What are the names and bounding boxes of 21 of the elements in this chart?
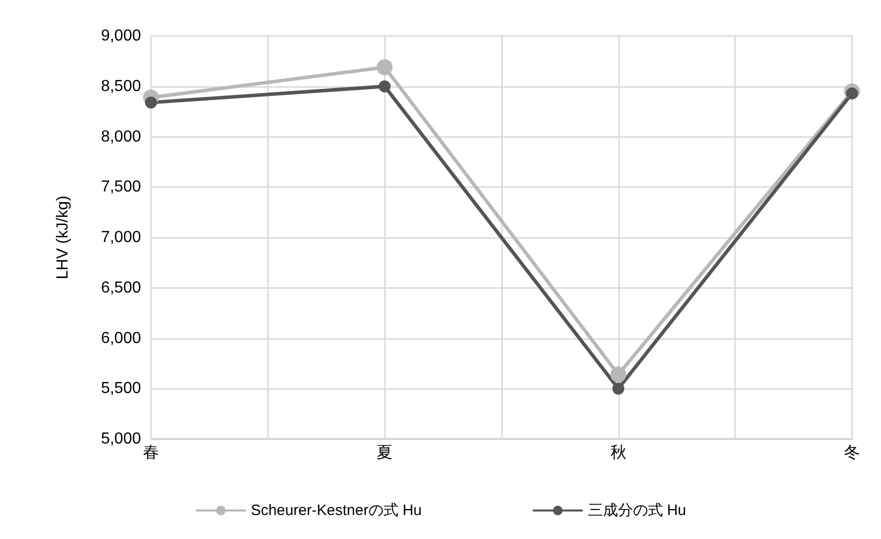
point [145,96,157,108]
y-tick-label: 8,500 [100,78,142,95]
point [378,80,391,92]
y-tick-label: 6,000 [100,330,142,347]
x-tick-label: 春 [143,444,159,462]
y-tick-label: 7,000 [100,229,142,246]
y-axis-title: LHV (kJ/kg) [54,196,72,280]
legend-label: Scheurer-Kestnerの式 Hu [250,502,422,519]
y-tick-label: 5,500 [100,380,142,398]
y-tick-label: 7,500 [100,178,142,196]
x-tick-label: 夏 [376,444,393,462]
y-tick-label: 9,000 [100,28,142,44]
x-tick-label: 秋 [610,444,626,462]
y-tick-label: 8,000 [100,128,142,146]
y-tick-label: 6,500 [100,279,142,296]
legend-label: 三成分の式 Hu [588,502,686,519]
x-tick-label: 冬 [844,444,860,462]
point [610,366,626,383]
point [376,59,393,76]
point [612,382,624,395]
y-tick-label: 5,000 [100,430,142,448]
